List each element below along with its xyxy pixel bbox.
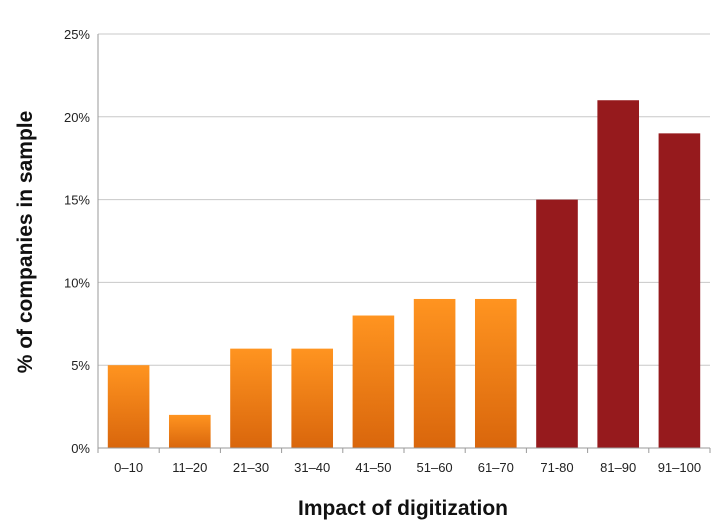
y-tick-label: 10% bbox=[64, 275, 90, 290]
bar bbox=[536, 199, 578, 448]
x-axis-title: Impact of digitization bbox=[298, 497, 508, 520]
bar bbox=[230, 348, 272, 448]
bar bbox=[597, 100, 640, 449]
bar bbox=[168, 414, 211, 448]
bar bbox=[474, 298, 517, 448]
x-tick-label: 21–30 bbox=[233, 460, 269, 475]
x-tick-label: 61–70 bbox=[478, 460, 514, 475]
bar bbox=[107, 365, 150, 448]
y-tick-label: 5% bbox=[71, 358, 90, 373]
bar bbox=[658, 133, 701, 449]
x-tick-label: 0–10 bbox=[114, 460, 143, 475]
y-tick-label: 0% bbox=[71, 441, 90, 456]
x-tick-label: 81–90 bbox=[600, 460, 636, 475]
x-tick-label: 11–20 bbox=[172, 460, 207, 475]
x-tick-label: 31–40 bbox=[294, 460, 330, 475]
x-tick-label: 91–100 bbox=[658, 460, 701, 475]
y-tick-label: 25% bbox=[64, 27, 90, 42]
bar bbox=[352, 315, 395, 448]
bar bbox=[291, 348, 334, 448]
x-tick-label: 41–50 bbox=[355, 460, 391, 475]
y-tick-label: 15% bbox=[64, 193, 90, 208]
x-tick-label: 71-80 bbox=[540, 460, 573, 475]
y-tick-labels: 0% 5% 10% 15% 20% 25% bbox=[64, 27, 90, 456]
y-tick-label: 20% bbox=[64, 110, 90, 125]
axes bbox=[97, 34, 711, 453]
y-axis-title: % of companies in sample bbox=[14, 111, 37, 374]
x-tick-labels: 0–10 11–20 21–30 31–40 41–50 51–60 61–70 71-80 8… bbox=[114, 460, 701, 475]
bar bbox=[413, 298, 456, 448]
x-tick-label: 51–60 bbox=[417, 460, 453, 475]
bars bbox=[107, 100, 701, 449]
